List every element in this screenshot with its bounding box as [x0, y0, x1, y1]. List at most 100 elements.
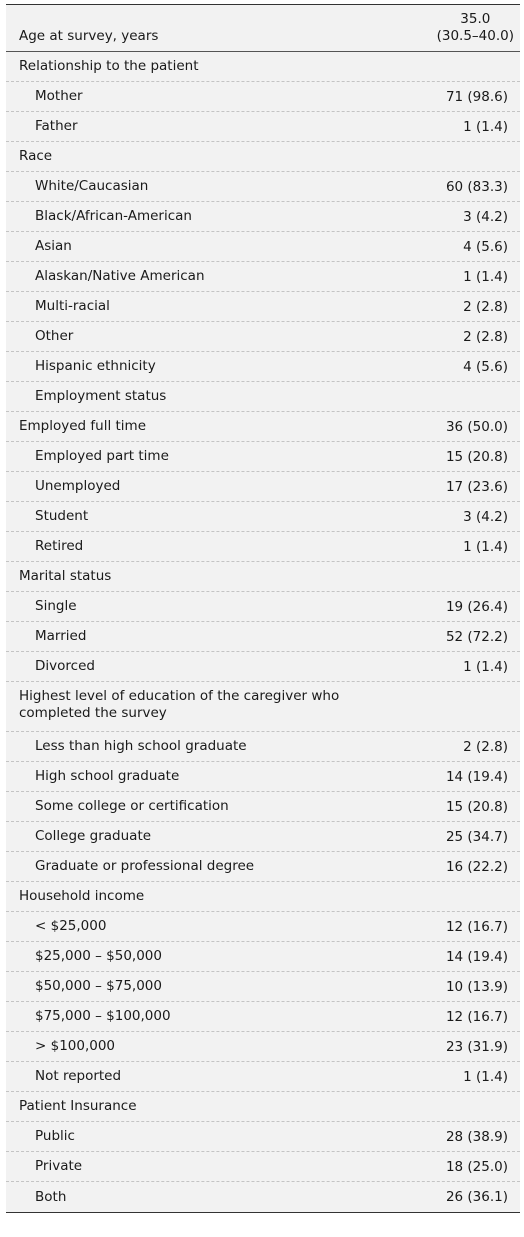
table-row: Student 3 (4.2) — [6, 502, 520, 532]
row-value: 3 (4.2) — [463, 208, 508, 225]
row-value: 4 (5.6) — [463, 238, 508, 255]
table-row: Black/African-American 3 (4.2) — [6, 202, 520, 232]
table-row: Public 28 (38.9) — [6, 1122, 520, 1152]
row-label: Both — [35, 1188, 67, 1205]
row-value: 25 (34.7) — [445, 828, 508, 845]
row-label: < $25,000 — [35, 918, 107, 934]
row-label: Employed part time — [35, 448, 169, 464]
table-row: Employed full time 36 (50.0) — [6, 412, 520, 442]
row-value: 1 (1.4) — [463, 268, 508, 285]
table-row: High school graduate 14 (19.4) — [6, 762, 520, 792]
table-row: Patient Insurance — [6, 1092, 520, 1122]
row-value: 12 (16.7) — [445, 918, 508, 935]
table-row: Marital status — [6, 562, 520, 592]
row-label: Other — [35, 328, 74, 344]
row-value: 17 (23.6) — [445, 478, 508, 495]
row-label: Employment status — [35, 388, 167, 404]
row-value: 1 (1.4) — [463, 658, 508, 675]
row-label: Graduate or professional degree — [35, 858, 255, 874]
row-label: High school graduate — [35, 768, 180, 784]
row-label: Black/African-American — [35, 208, 192, 224]
table-row: Single 19 (26.4) — [6, 592, 520, 622]
row-label: Asian — [35, 238, 72, 254]
row-label: Patient Insurance — [19, 1098, 137, 1114]
row-value: 23 (31.9) — [445, 1038, 508, 1055]
table-row: Highest level of education of the caregi… — [6, 682, 520, 732]
table-row: Household income — [6, 882, 520, 912]
row-label: $25,000 – $50,000 — [35, 948, 162, 964]
row-value: 1 (1.4) — [463, 118, 508, 135]
row-value: 2 (2.8) — [463, 738, 508, 755]
row-label: $50,000 – $75,000 — [35, 978, 162, 994]
demographics-table: Age at survey, years 35.0 (30.5–40.0) Re… — [6, 4, 520, 1213]
row-label: Multi-racial — [35, 298, 110, 314]
row-value: 15 (20.8) — [445, 798, 508, 815]
row-value: 52 (72.2) — [445, 628, 508, 645]
table-row: Retired 1 (1.4) — [6, 532, 520, 562]
table-row: $75,000 – $100,000 12 (16.7) — [6, 1002, 520, 1032]
table-row: Less than high school graduate 2 (2.8) — [6, 732, 520, 762]
row-value: 14 (19.4) — [445, 948, 508, 965]
header-value-range: (30.5–40.0) — [436, 28, 514, 44]
row-label: Marital status — [19, 568, 112, 584]
row-value: 18 (25.0) — [445, 1158, 508, 1175]
row-value: 2 (2.8) — [463, 298, 508, 315]
row-label: Private — [35, 1158, 83, 1174]
row-value: 12 (16.7) — [445, 1008, 508, 1025]
row-label: Highest level of education of the caregi… — [19, 688, 340, 721]
row-value: 10 (13.9) — [445, 978, 508, 995]
table-row: Mother 71 (98.6) — [6, 82, 520, 112]
row-value: 3 (4.2) — [463, 508, 508, 525]
table-row: Employment status — [6, 382, 520, 412]
row-label: Alaskan/Native American — [35, 268, 205, 284]
table-row: $50,000 – $75,000 10 (13.9) — [6, 972, 520, 1002]
row-label: White/Caucasian — [35, 178, 149, 194]
table-row: College graduate 25 (34.7) — [6, 822, 520, 852]
table-row: Employed part time 15 (20.8) — [6, 442, 520, 472]
table-row: < $25,000 12 (16.7) — [6, 912, 520, 942]
row-label: Student — [35, 508, 89, 524]
table-row: Multi-racial 2 (2.8) — [6, 292, 520, 322]
row-label: $75,000 – $100,000 — [35, 1008, 171, 1024]
row-value: 26 (36.1) — [445, 1189, 508, 1205]
row-value: 60 (83.3) — [445, 178, 508, 195]
table-row: Not reported 1 (1.4) — [6, 1062, 520, 1092]
row-label: Employed full time — [19, 418, 147, 434]
row-label: College graduate — [35, 828, 152, 844]
row-label: > $100,000 — [35, 1038, 116, 1054]
table-row: Hispanic ethnicity 4 (5.6) — [6, 352, 520, 382]
row-label: Married — [35, 628, 87, 644]
row-value: 36 (50.0) — [445, 418, 508, 435]
row-value: 1 (1.4) — [463, 538, 508, 555]
row-value: 14 (19.4) — [445, 768, 508, 785]
row-value: 16 (22.2) — [445, 858, 508, 875]
row-value: 1 (1.4) — [463, 1068, 508, 1085]
table-header-row: Age at survey, years 35.0 (30.5–40.0) — [6, 5, 520, 52]
header-value-median: 35.0 — [460, 11, 491, 27]
row-label: Retired — [35, 538, 84, 554]
table-row: Graduate or professional degree 16 (22.2) — [6, 852, 520, 882]
table-row: Married 52 (72.2) — [6, 622, 520, 652]
table-row: Divorced 1 (1.4) — [6, 652, 520, 682]
table-row: Other 2 (2.8) — [6, 322, 520, 352]
table-row: Asian 4 (5.6) — [6, 232, 520, 262]
header-value: 35.0 (30.5–40.0) — [437, 11, 520, 45]
row-label: Household income — [19, 888, 145, 904]
row-label: Unemployed — [35, 478, 121, 494]
row-label: Some college or certification — [35, 798, 229, 814]
table-row: Relationship to the patient — [6, 52, 520, 82]
row-value: 4 (5.6) — [463, 358, 508, 375]
table-row: White/Caucasian 60 (83.3) — [6, 172, 520, 202]
table-row: Race — [6, 142, 520, 172]
table-row: Some college or certification 15 (20.8) — [6, 792, 520, 822]
table-row: Private 18 (25.0) — [6, 1152, 520, 1182]
row-value: 2 (2.8) — [463, 328, 508, 345]
table-row: Father 1 (1.4) — [6, 112, 520, 142]
row-label: Hispanic ethnicity — [35, 358, 156, 374]
header-label: Age at survey, years — [19, 28, 159, 44]
row-value: 28 (38.9) — [445, 1128, 508, 1145]
row-label: Single — [35, 598, 77, 614]
row-label: Not reported — [35, 1068, 122, 1084]
table-row: $25,000 – $50,000 14 (19.4) — [6, 942, 520, 972]
row-label: Divorced — [35, 658, 95, 674]
